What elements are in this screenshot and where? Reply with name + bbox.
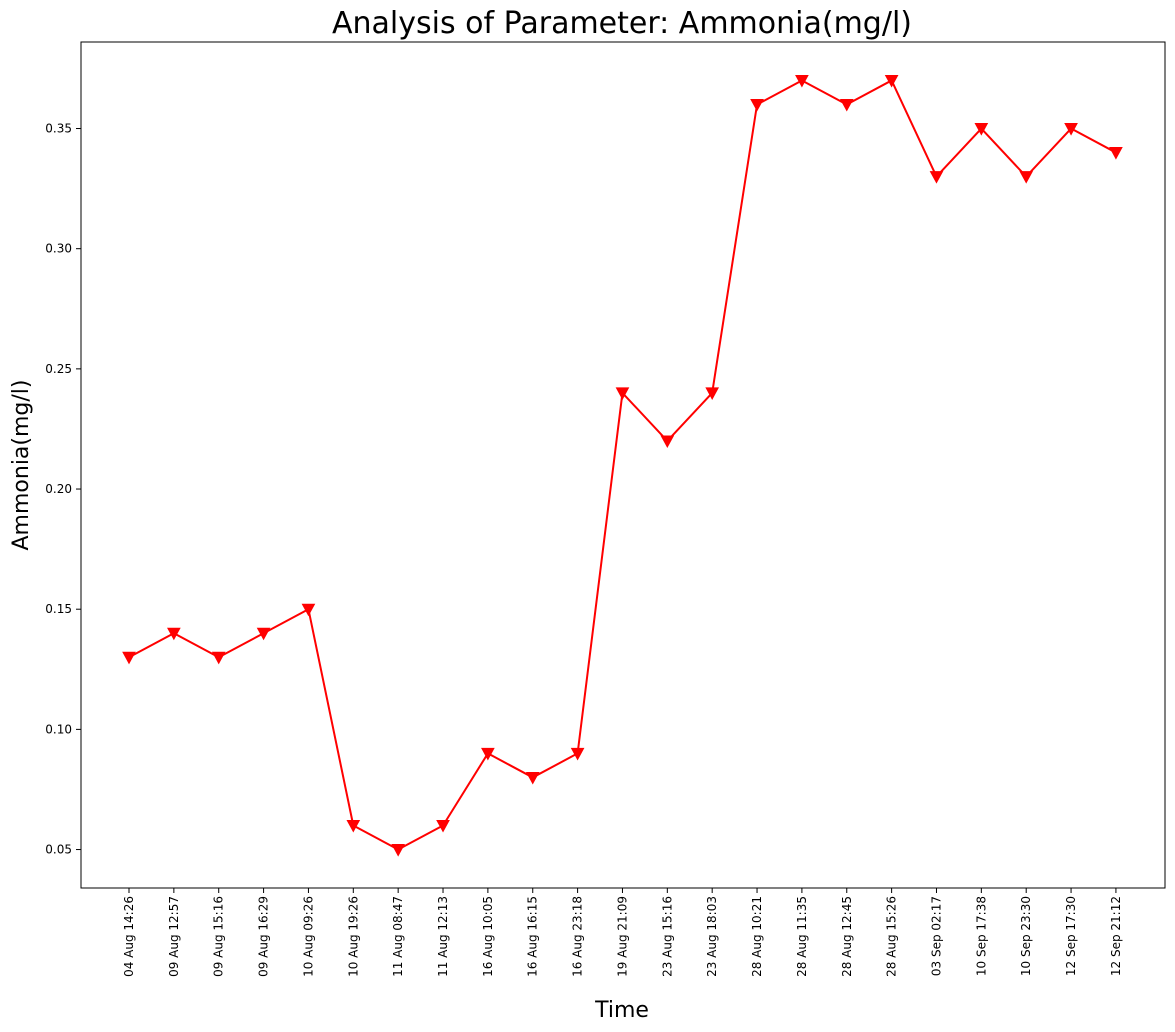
data-point bbox=[795, 74, 809, 88]
y-tick-label: 0.15 bbox=[45, 602, 72, 616]
x-axis: 04 Aug 14:26 09 Aug 12:57 09 Aug 15:16 09 A… bbox=[122, 888, 1123, 977]
x-tick-label: 10 Sep 17:38 bbox=[974, 896, 988, 976]
data-point bbox=[525, 771, 540, 785]
x-tick-label: 28 Aug 15:26 bbox=[885, 896, 899, 977]
data-point bbox=[884, 74, 899, 88]
y-tick-label: 0.20 bbox=[45, 482, 72, 496]
data-point bbox=[839, 98, 854, 112]
data-point bbox=[391, 844, 406, 857]
data-point bbox=[974, 123, 989, 136]
x-tick-label: 10 Sep 23:30 bbox=[1019, 896, 1033, 976]
series-layer bbox=[122, 74, 1123, 857]
x-tick-label: 23 Aug 15:16 bbox=[660, 896, 674, 977]
data-point bbox=[436, 820, 450, 833]
x-tick-label: 28 Aug 12:45 bbox=[840, 896, 854, 977]
x-tick-label: 09 Aug 16:29 bbox=[257, 896, 271, 977]
data-point bbox=[929, 171, 944, 184]
y-axis-title: Ammonia(mg/l) bbox=[9, 380, 34, 551]
y-tick-label: 0.25 bbox=[45, 362, 72, 376]
data-point bbox=[211, 651, 226, 665]
y-tick-label: 0.10 bbox=[45, 722, 72, 736]
data-point bbox=[750, 98, 764, 112]
plot-area bbox=[80, 41, 1166, 889]
y-tick-label: 0.35 bbox=[45, 122, 72, 136]
x-tick-label: 12 Sep 17:30 bbox=[1064, 896, 1078, 976]
x-tick-label: 03 Sep 02:17 bbox=[929, 896, 943, 976]
y-tick-label: 0.30 bbox=[45, 242, 72, 256]
data-point bbox=[167, 627, 181, 641]
data-point bbox=[481, 747, 495, 761]
data-point bbox=[570, 747, 585, 761]
x-tick-label: 11 Aug 08:47 bbox=[391, 896, 405, 977]
data-point bbox=[256, 627, 271, 641]
data-point bbox=[346, 820, 361, 833]
x-tick-label: 23 Aug 18:03 bbox=[705, 896, 719, 977]
y-tick-label: 0.05 bbox=[45, 843, 72, 857]
data-point bbox=[1019, 171, 1034, 184]
x-tick-label: 19 Aug 21:09 bbox=[615, 896, 629, 977]
chart-title: Analysis of Parameter: Ammonia(mg/l) bbox=[332, 6, 912, 41]
x-tick-label: 28 Aug 11:35 bbox=[795, 896, 809, 977]
data-point bbox=[122, 651, 136, 665]
data-point bbox=[1109, 147, 1123, 160]
x-tick-label: 10 Aug 19:26 bbox=[346, 896, 360, 977]
x-tick-label: 16 Aug 10:05 bbox=[481, 896, 495, 977]
y-axis: 0.05 0.10 0.15 0.20 0.25 0.30 0.35 bbox=[45, 122, 81, 857]
x-tick-label: 04 Aug 14:26 bbox=[122, 896, 136, 977]
data-point bbox=[301, 603, 316, 617]
data-point bbox=[705, 387, 720, 400]
x-tick-label: 11 Aug 12:13 bbox=[436, 896, 450, 977]
x-tick-label: 09 Aug 12:57 bbox=[167, 896, 181, 977]
x-tick-label: 10 Aug 09:26 bbox=[301, 896, 315, 977]
x-tick-label: 12 Sep 21:12 bbox=[1109, 896, 1123, 976]
x-tick-label: 28 Aug 10:21 bbox=[750, 896, 764, 977]
data-point bbox=[615, 387, 630, 400]
x-tick-label: 16 Aug 23:18 bbox=[571, 896, 585, 977]
x-tick-label: 16 Aug 16:15 bbox=[526, 896, 540, 977]
data-point bbox=[660, 435, 675, 449]
data-point bbox=[1064, 123, 1078, 136]
x-tick-label: 09 Aug 15:16 bbox=[212, 896, 226, 977]
x-axis-title: Time bbox=[594, 998, 649, 1023]
